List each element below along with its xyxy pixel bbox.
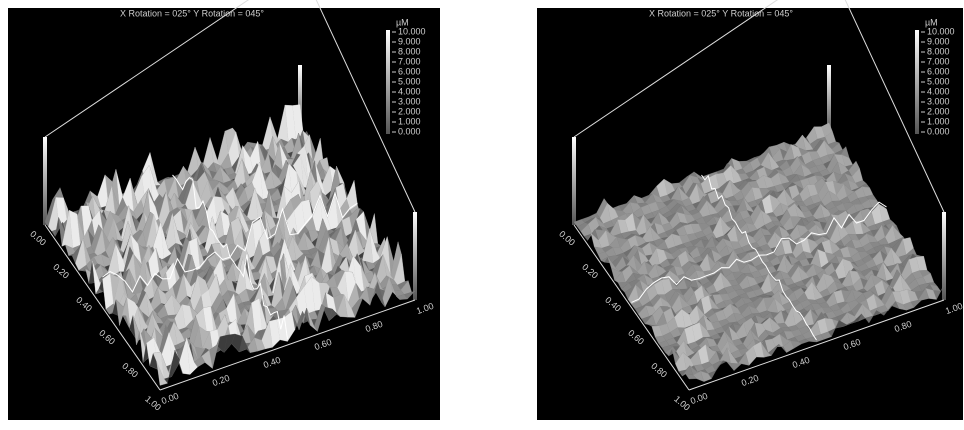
scale-label: 1.000	[927, 116, 950, 126]
scale-label: 6.000	[398, 66, 421, 76]
scale-label: 9.000	[927, 36, 950, 46]
right-panel: X Rotation = 025° Y Rotation = 045°µM10.…	[537, 0, 964, 420]
scale-label: 0.000	[927, 126, 950, 136]
corner-bar	[572, 137, 576, 225]
scale-label: 8.000	[398, 46, 421, 56]
scale-label: 5.000	[398, 76, 421, 86]
scale-label: 6.000	[927, 66, 950, 76]
figure: X Rotation = 025° Y Rotation = 045°µM10.…	[0, 0, 964, 425]
scale-label: 3.000	[927, 96, 950, 106]
scale-bar	[915, 30, 919, 134]
scale-label: 9.000	[398, 36, 421, 46]
scale-label: 1.000	[398, 116, 421, 126]
scale-label: 0.000	[398, 126, 421, 136]
scale-label: 10.000	[927, 26, 955, 36]
scale-label: 7.000	[398, 56, 421, 66]
scale-label: 8.000	[927, 46, 950, 56]
scale-label: 2.000	[398, 106, 421, 116]
scale-label: 4.000	[398, 86, 421, 96]
scale-label: 4.000	[927, 86, 950, 96]
scale-label: 7.000	[927, 56, 950, 66]
scale-bar	[386, 30, 390, 134]
scale-label: 5.000	[927, 76, 950, 86]
rotation-header: X Rotation = 025° Y Rotation = 045°	[120, 8, 264, 18]
scale-label: 2.000	[927, 106, 950, 116]
scale-label: 3.000	[398, 96, 421, 106]
corner-bar	[413, 212, 417, 300]
corner-bar	[942, 212, 946, 300]
rotation-header: X Rotation = 025° Y Rotation = 045°	[649, 8, 793, 18]
left-panel: X Rotation = 025° Y Rotation = 045°µM10.…	[8, 0, 440, 420]
corner-bar	[43, 137, 47, 225]
scale-label: 10.000	[398, 26, 426, 36]
